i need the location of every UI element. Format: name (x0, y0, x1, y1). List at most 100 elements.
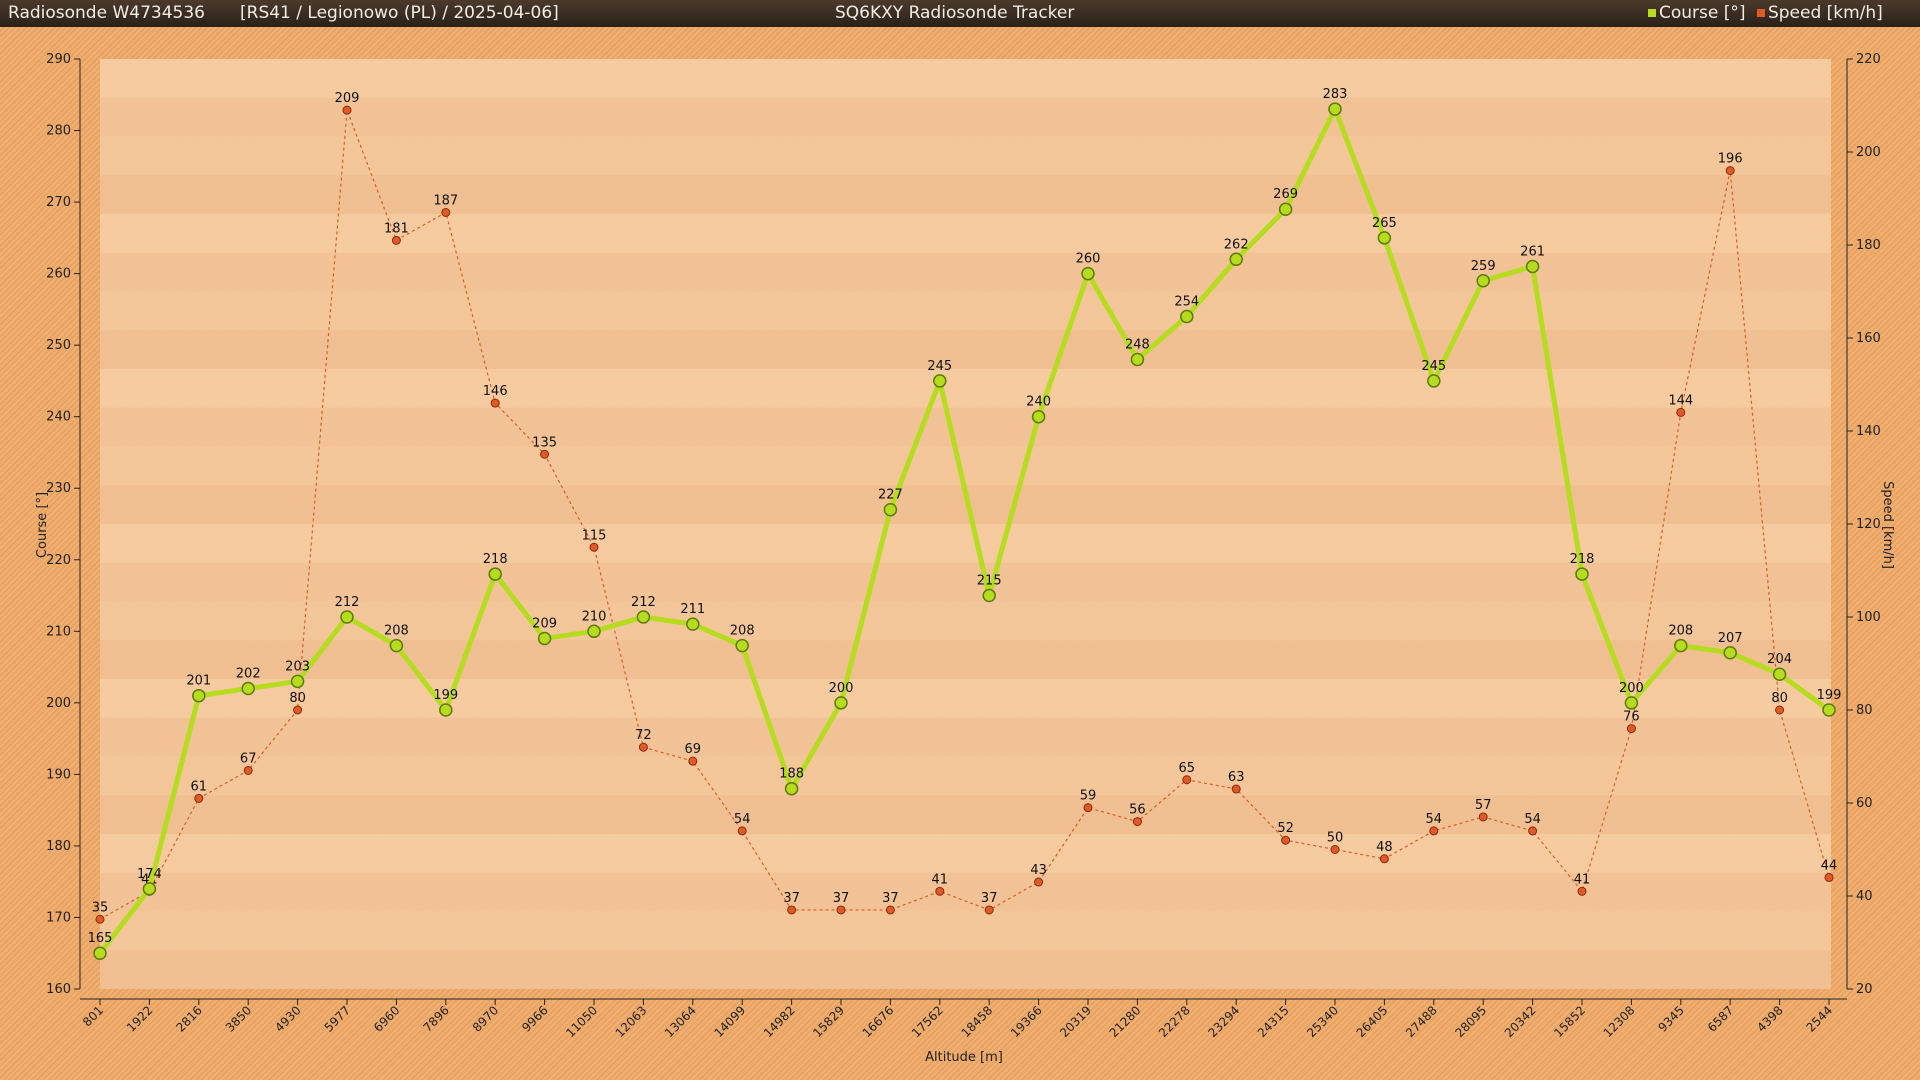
y2-tick-label: 80 (1856, 703, 1873, 718)
course-point (1674, 638, 1688, 653)
speed-point (293, 705, 303, 715)
y-tick-label: 220 (46, 553, 71, 568)
speed-data-label: 35 (92, 900, 109, 915)
course-point (1723, 646, 1737, 660)
course-point (439, 703, 453, 717)
speed-data-label: 187 (433, 193, 458, 208)
y-tick-label: 250 (46, 338, 71, 353)
x-tick-label: 16676 (860, 1003, 897, 1040)
course-point (1427, 374, 1441, 388)
speed-point (391, 235, 401, 245)
x-tick-label: 25340 (1304, 1003, 1341, 1040)
course-data-label: 245 (1421, 359, 1446, 374)
speed-data-label: 63 (1228, 770, 1245, 785)
speed-data-label: 67 (240, 751, 257, 766)
speed-point (589, 542, 599, 552)
x-tick-label: 24315 (1255, 1003, 1292, 1040)
speed-point (1429, 826, 1439, 836)
plot-band (100, 446, 1831, 486)
speed-point (1725, 166, 1735, 176)
speed-data-label: 144 (1668, 393, 1693, 408)
course-data-label: 218 (483, 552, 508, 567)
y-tick-label: 270 (46, 195, 71, 210)
course-data-label: 188 (779, 767, 804, 782)
course-data-label: 200 (829, 681, 854, 696)
course-data-label: 261 (1520, 244, 1545, 259)
course-data-label: 165 (88, 931, 113, 946)
course-point (537, 631, 552, 646)
course-data-label: 269 (1273, 187, 1298, 202)
y2-tick-label: 20 (1856, 982, 1873, 997)
speed-point (1626, 724, 1636, 734)
course-point (1525, 259, 1540, 274)
course-data-label: 227 (878, 488, 903, 503)
speed-point (688, 756, 698, 766)
course-point (192, 688, 206, 703)
course-data-label: 209 (532, 616, 557, 631)
y2-tick-label: 100 (1856, 610, 1881, 625)
y2-tick-label: 60 (1856, 796, 1873, 811)
legend-course-label: Course [°] (1659, 3, 1746, 23)
speed-data-label: 54 (1524, 812, 1541, 827)
speed-data-label: 37 (882, 891, 899, 906)
course-data-label: 174 (137, 867, 162, 882)
plot-band (100, 407, 1831, 447)
plot-band (100, 640, 1831, 679)
legend: Course [°] Speed [km/h] (1648, 3, 1883, 23)
x-tick-label: 12308 (1601, 1003, 1638, 1040)
course-point (290, 674, 305, 689)
y-axis-label: Course [°] (35, 492, 50, 558)
speed-point (737, 826, 747, 836)
course-point (636, 610, 651, 624)
title-bar: Radiosonde W4734536 [RS41 / Legionowo (P… (0, 0, 1920, 27)
x-tick-label: 14982 (761, 1003, 798, 1040)
speed-data-label: 37 (833, 891, 850, 906)
course-point (784, 781, 799, 796)
x-tick-label: 20319 (1057, 1003, 1094, 1040)
speed-data-label: 61 (191, 779, 208, 794)
speed-data-label: 65 (1179, 761, 1196, 776)
plot-band (100, 562, 1831, 602)
course-data-label: 203 (285, 659, 310, 674)
x-tick-label: 8970 (470, 1003, 501, 1034)
speed-series: 35 41 61 67 80 209 181 187 146 135 115 72 69 54 37 37 37… (92, 91, 1837, 924)
speed-point (342, 105, 352, 115)
course-data-label: 262 (1224, 237, 1249, 252)
course-data-label: 199 (433, 688, 458, 703)
course-data-label: 208 (384, 624, 409, 639)
x-tick-label: 11050 (563, 1003, 600, 1040)
x-tick-label: 15852 (1551, 1003, 1588, 1040)
plot-band (100, 330, 1831, 369)
speed-point (95, 914, 105, 924)
course-data-label: 202 (236, 667, 261, 682)
speed-data-label: 54 (734, 812, 751, 827)
y-tick-label: 260 (46, 267, 71, 282)
course-point (93, 946, 107, 960)
course-data-label: 212 (335, 595, 360, 610)
speed-point (638, 742, 648, 752)
course-data-label: 218 (1570, 552, 1595, 567)
speed-point (490, 398, 500, 408)
plot-band (100, 601, 1831, 641)
speed-point (935, 886, 945, 896)
x-tick-label: 6587 (1705, 1003, 1736, 1034)
course-data-label: 259 (1471, 259, 1496, 274)
course-point (488, 567, 502, 581)
y-tick-label: 180 (46, 839, 71, 854)
x-tick-label: 22278 (1156, 1003, 1193, 1040)
x-tick-label: 14099 (711, 1003, 748, 1040)
legend-speed-label: Speed [km/h] (1767, 3, 1883, 23)
sonde-subtitle: [RS41 / Legionowo (PL) / 2025-04-06] (240, 3, 559, 23)
course-point (933, 374, 947, 388)
x-tick-label: 2544 (1804, 1003, 1835, 1034)
speed-data-label: 48 (1376, 840, 1393, 855)
speed-point (787, 905, 797, 915)
speed-point (1379, 854, 1389, 864)
speed-data-label: 37 (783, 891, 800, 906)
speed-data-label: 80 (289, 691, 306, 706)
y2-tick-label: 200 (1856, 145, 1881, 160)
plot-band (100, 717, 1831, 757)
course-data-label: 199 (1817, 688, 1842, 703)
y2-tick-label: 160 (1856, 331, 1881, 346)
course-point (982, 588, 996, 603)
